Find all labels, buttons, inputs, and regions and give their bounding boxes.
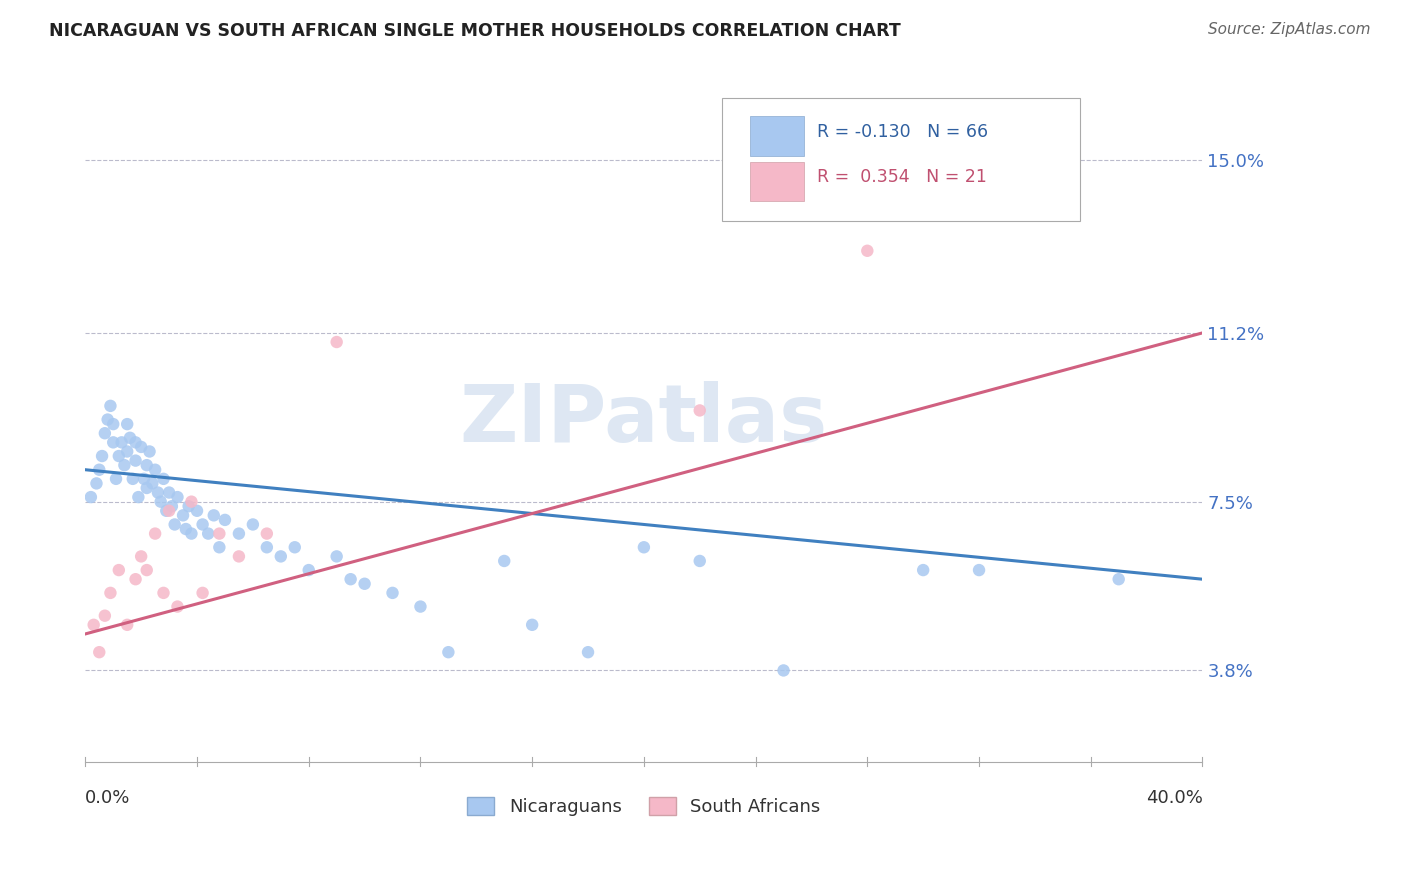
Point [689,403,711,417]
FancyBboxPatch shape [749,117,804,156]
Point [97,412,120,426]
Point [108,449,131,463]
Point [112,458,135,472]
Point [89,463,111,477]
Point [155,504,177,518]
Point [146,485,169,500]
Point [208,526,231,541]
Point [129,549,152,564]
Point [118,431,141,445]
Point [353,576,375,591]
Point [166,599,188,614]
Point [214,513,236,527]
Point [180,526,202,541]
Point [912,563,935,577]
Point [127,490,149,504]
Point [143,463,166,477]
Point [108,563,131,577]
Point [135,458,157,472]
Text: 0.0%: 0.0% [86,789,131,807]
Point [89,645,111,659]
Text: Source: ZipAtlas.com: Source: ZipAtlas.com [1208,22,1371,37]
Point [103,435,125,450]
FancyBboxPatch shape [749,161,804,202]
Point [143,526,166,541]
Point [174,522,197,536]
Point [202,508,225,523]
Point [86,476,108,491]
Point [124,435,146,450]
Text: NICARAGUAN VS SOUTH AFRICAN SINGLE MOTHER HOUSEHOLDS CORRELATION CHART: NICARAGUAN VS SOUTH AFRICAN SINGLE MOTHE… [49,22,901,40]
Point [576,645,599,659]
Point [157,485,180,500]
Point [270,549,292,564]
Point [1108,572,1130,586]
Point [242,517,264,532]
Text: ZIPatlas: ZIPatlas [460,381,828,458]
Point [856,244,879,258]
Point [152,472,174,486]
Point [80,490,103,504]
Point [772,664,794,678]
Point [135,563,157,577]
Point [135,481,157,495]
Point [163,517,186,532]
Point [191,517,214,532]
Point [256,526,278,541]
Point [100,586,122,600]
Point [121,472,143,486]
Point [110,435,132,450]
Point [157,504,180,518]
Point [197,526,219,541]
Point [100,399,122,413]
Point [177,500,200,514]
Point [115,417,138,431]
Point [381,586,404,600]
Point [284,541,307,555]
Point [138,444,160,458]
Point [325,334,347,349]
Point [228,526,250,541]
Point [149,494,172,508]
Point [409,599,432,614]
Point [208,541,231,555]
Point [124,453,146,467]
FancyBboxPatch shape [723,98,1080,221]
Point [180,494,202,508]
Point [228,549,250,564]
Point [166,490,188,504]
Point [115,444,138,458]
Point [520,617,543,632]
Point [152,586,174,600]
Point [633,541,655,555]
Point [494,554,516,568]
Point [141,476,163,491]
Point [172,508,194,523]
Text: R = -0.130   N = 66: R = -0.130 N = 66 [817,123,988,141]
Point [967,563,990,577]
Point [160,500,183,514]
Point [124,572,146,586]
Point [94,608,117,623]
Point [339,572,361,586]
Text: 40.0%: 40.0% [1146,789,1202,807]
Point [103,417,125,431]
Point [83,617,105,632]
Point [132,472,155,486]
Point [94,426,117,441]
Point [325,549,347,564]
Text: R =  0.354   N = 21: R = 0.354 N = 21 [817,168,987,186]
Point [298,563,321,577]
Point [115,617,138,632]
Point [689,554,711,568]
Point [186,504,208,518]
Point [256,541,278,555]
Point [129,440,152,454]
Legend: Nicaraguans, South Africans: Nicaraguans, South Africans [460,789,828,823]
Point [91,449,114,463]
Point [191,586,214,600]
Point [437,645,460,659]
Point [105,472,128,486]
